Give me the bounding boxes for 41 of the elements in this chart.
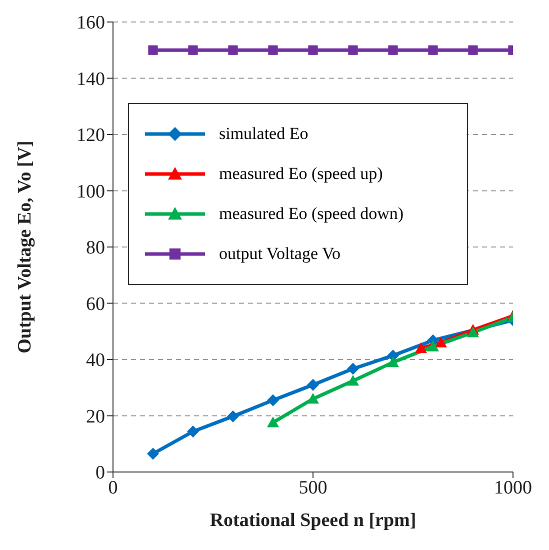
point bbox=[467, 326, 479, 338]
point bbox=[188, 45, 198, 55]
legend-label: measured Eo (speed up) bbox=[219, 164, 383, 184]
y-tick-label: 0 bbox=[96, 462, 105, 484]
point bbox=[308, 45, 318, 55]
x-axis-title: Rotational Speed n [rpm] bbox=[210, 510, 416, 531]
point bbox=[267, 394, 279, 406]
point bbox=[427, 340, 439, 352]
point bbox=[435, 336, 447, 348]
y-tick-label: 120 bbox=[76, 125, 105, 146]
y-tick-label: 60 bbox=[86, 294, 105, 315]
y-tick-label: 140 bbox=[76, 68, 105, 90]
point bbox=[228, 45, 238, 55]
point bbox=[227, 410, 239, 422]
point bbox=[187, 426, 199, 438]
point bbox=[348, 45, 358, 55]
y-axis-title: Output Voltage Eo, Vo [V] bbox=[14, 140, 36, 354]
point bbox=[307, 392, 319, 404]
point bbox=[468, 45, 478, 55]
point bbox=[387, 356, 399, 368]
point bbox=[415, 342, 427, 354]
y-tick-label: 40 bbox=[86, 350, 105, 372]
point bbox=[428, 45, 438, 55]
point bbox=[267, 416, 279, 428]
point bbox=[347, 362, 359, 375]
point bbox=[307, 378, 319, 391]
point bbox=[388, 45, 398, 55]
x-tick-label: 0 bbox=[108, 477, 118, 498]
x-tick-label: 500 bbox=[298, 477, 328, 498]
point bbox=[268, 45, 278, 55]
y-tick-label: 80 bbox=[86, 238, 105, 259]
point bbox=[347, 374, 359, 386]
y-tick-label: 20 bbox=[86, 406, 105, 428]
legend-label: simulated Eo bbox=[219, 124, 308, 144]
y-tick-label: 100 bbox=[76, 181, 105, 202]
point bbox=[147, 448, 159, 460]
y-tick-label: 160 bbox=[76, 12, 105, 34]
point bbox=[148, 45, 158, 55]
legend-label: output Voltage Vo bbox=[219, 244, 341, 264]
legend-label: measured Eo (speed down) bbox=[219, 204, 404, 224]
x-tick-label: 1000 bbox=[494, 477, 532, 498]
